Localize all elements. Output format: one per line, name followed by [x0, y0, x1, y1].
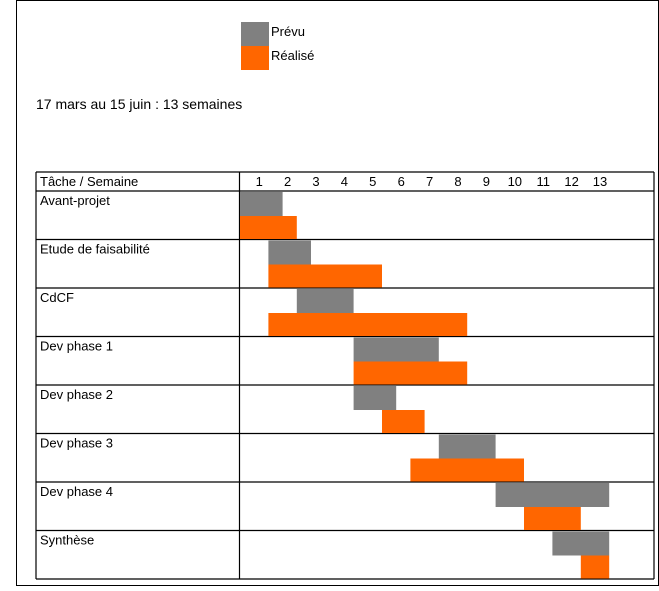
week-label: 11	[536, 174, 550, 189]
task-label: CdCF	[40, 290, 74, 305]
actual-bar	[524, 507, 581, 530]
week-label: 3	[312, 174, 319, 189]
planned-bar	[353, 386, 397, 410]
gantt-bars	[240, 192, 610, 579]
week-label: 8	[454, 174, 461, 189]
task-label: Etude de faisabilité	[40, 242, 150, 257]
planned-bar	[240, 192, 283, 216]
legend-planned-label: Prévu	[271, 24, 305, 39]
task-label: Avant-projet	[40, 193, 110, 208]
week-label: 4	[341, 174, 348, 189]
planned-bar	[268, 240, 311, 265]
task-label: Dev phase 1	[40, 339, 113, 354]
actual-bar	[353, 361, 468, 385]
week-label: 5	[369, 174, 376, 189]
legend-actual-swatch	[241, 46, 269, 70]
planned-bar	[296, 289, 354, 313]
table-header-label: Tâche / Semaine	[40, 174, 138, 189]
week-label: 6	[398, 174, 405, 189]
actual-bar	[410, 458, 524, 482]
task-label: Synthèse	[40, 533, 94, 548]
actual-bar	[240, 216, 297, 239]
task-labels: Avant-projet Etude de faisabilité CdCF Dev …	[40, 193, 150, 548]
week-label: 9	[483, 174, 490, 189]
actual-bar	[268, 313, 468, 336]
legend-planned-swatch	[241, 22, 269, 46]
week-label: 7	[426, 174, 433, 189]
task-label: Dev phase 3	[40, 436, 113, 451]
table-grid	[35, 171, 655, 580]
week-label: 10	[508, 174, 522, 189]
task-label: Dev phase 2	[40, 387, 113, 402]
week-labels: 1 2 3 4 5 6 7 8 9 10 11 12 13	[256, 174, 608, 189]
week-label: 12	[564, 174, 578, 189]
planned-bar	[495, 483, 610, 507]
legend: Prévu Réalisé	[241, 22, 314, 70]
planned-bar	[552, 531, 610, 556]
legend-actual-label: Réalisé	[271, 48, 314, 63]
week-label: 13	[593, 174, 607, 189]
planned-bar	[438, 434, 496, 459]
chart-subtitle: 17 mars au 15 juin : 13 semaines	[36, 96, 242, 112]
task-label: Dev phase 4	[40, 484, 113, 499]
week-label: 2	[284, 174, 291, 189]
actual-bar	[268, 264, 382, 288]
week-label: 1	[256, 174, 263, 189]
actual-bar	[382, 410, 425, 433]
actual-bar	[580, 555, 610, 579]
planned-bar	[353, 337, 439, 362]
